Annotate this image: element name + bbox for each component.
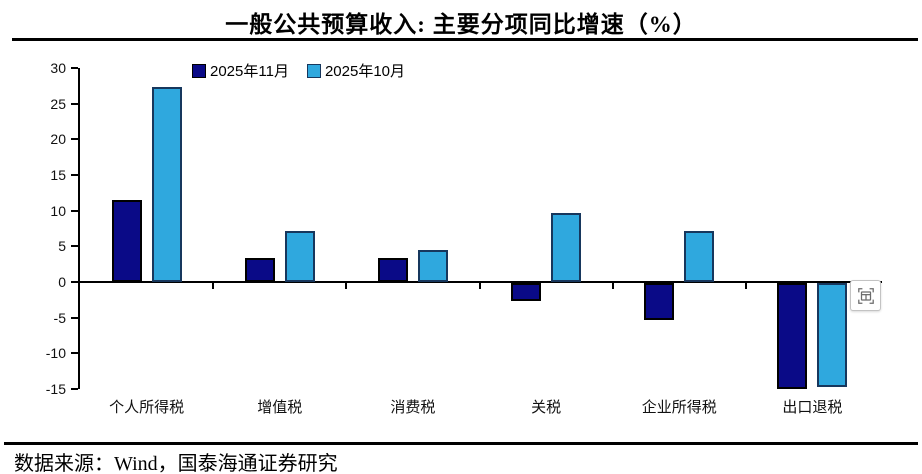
y-tick bbox=[71, 387, 78, 390]
bar bbox=[244, 258, 275, 282]
layout-options-icon bbox=[857, 287, 875, 305]
bar bbox=[511, 283, 542, 301]
chart-title: 一般公共预算收入: 主要分项同比增速（%） bbox=[225, 12, 697, 37]
y-tick-label: 10 bbox=[50, 202, 66, 219]
y-tick bbox=[71, 174, 78, 177]
footer-divider bbox=[4, 442, 918, 445]
y-tick-label: 20 bbox=[50, 131, 66, 148]
y-tick-label: 0 bbox=[58, 274, 66, 290]
bar bbox=[284, 230, 315, 282]
bar bbox=[111, 200, 142, 282]
legend-label-oct: 2025年10月 bbox=[324, 63, 406, 80]
y-axis-line bbox=[78, 68, 80, 389]
x-axis-label: 增值税 bbox=[257, 400, 303, 416]
x-tick bbox=[345, 282, 348, 289]
bar bbox=[777, 283, 808, 390]
bar bbox=[684, 230, 715, 282]
legend-swatch-oct bbox=[306, 63, 321, 78]
x-tick bbox=[744, 282, 747, 289]
bar bbox=[551, 212, 582, 282]
x-axis-label: 出口退税 bbox=[782, 400, 843, 416]
y-tick bbox=[71, 316, 78, 319]
y-tick bbox=[71, 102, 78, 105]
legend-item-oct: 2025年10月 bbox=[306, 60, 406, 81]
bar bbox=[151, 87, 182, 282]
bar bbox=[817, 283, 848, 388]
y-tick bbox=[71, 245, 78, 248]
x-axis-label: 关税 bbox=[531, 400, 562, 416]
bar bbox=[417, 249, 448, 282]
legend: 2025年11月 2025年10月 bbox=[192, 60, 405, 81]
y-tick-label: -5 bbox=[53, 309, 66, 326]
x-axis-label: 个人所得税 bbox=[109, 400, 185, 416]
legend-label-nov: 2025年11月 bbox=[210, 63, 289, 80]
y-tick-label: -10 bbox=[45, 345, 66, 362]
y-tick bbox=[71, 352, 78, 355]
y-tick-label: 30 bbox=[50, 60, 66, 77]
bar bbox=[644, 283, 675, 321]
layout-options-button[interactable] bbox=[850, 280, 881, 311]
y-tick-label: -15 bbox=[45, 380, 66, 397]
y-tick bbox=[71, 209, 78, 212]
y-tick-label: 15 bbox=[50, 167, 66, 184]
data-source: 数据来源：Wind，国泰海通证券研究 bbox=[14, 453, 338, 474]
y-tick bbox=[71, 67, 78, 70]
x-tick bbox=[611, 282, 614, 289]
title-divider bbox=[12, 38, 918, 41]
x-axis-label: 企业所得税 bbox=[641, 400, 717, 416]
bar bbox=[377, 258, 408, 282]
x-axis-label: 消费税 bbox=[390, 400, 436, 416]
y-tick bbox=[71, 138, 78, 141]
y-tick bbox=[71, 281, 78, 283]
x-tick bbox=[212, 282, 215, 289]
y-tick-label: 25 bbox=[50, 95, 66, 112]
y-tick-label: 5 bbox=[58, 238, 66, 255]
x-tick bbox=[478, 282, 481, 289]
legend-swatch-nov bbox=[192, 63, 206, 78]
legend-item-nov: 2025年11月 bbox=[192, 60, 289, 81]
